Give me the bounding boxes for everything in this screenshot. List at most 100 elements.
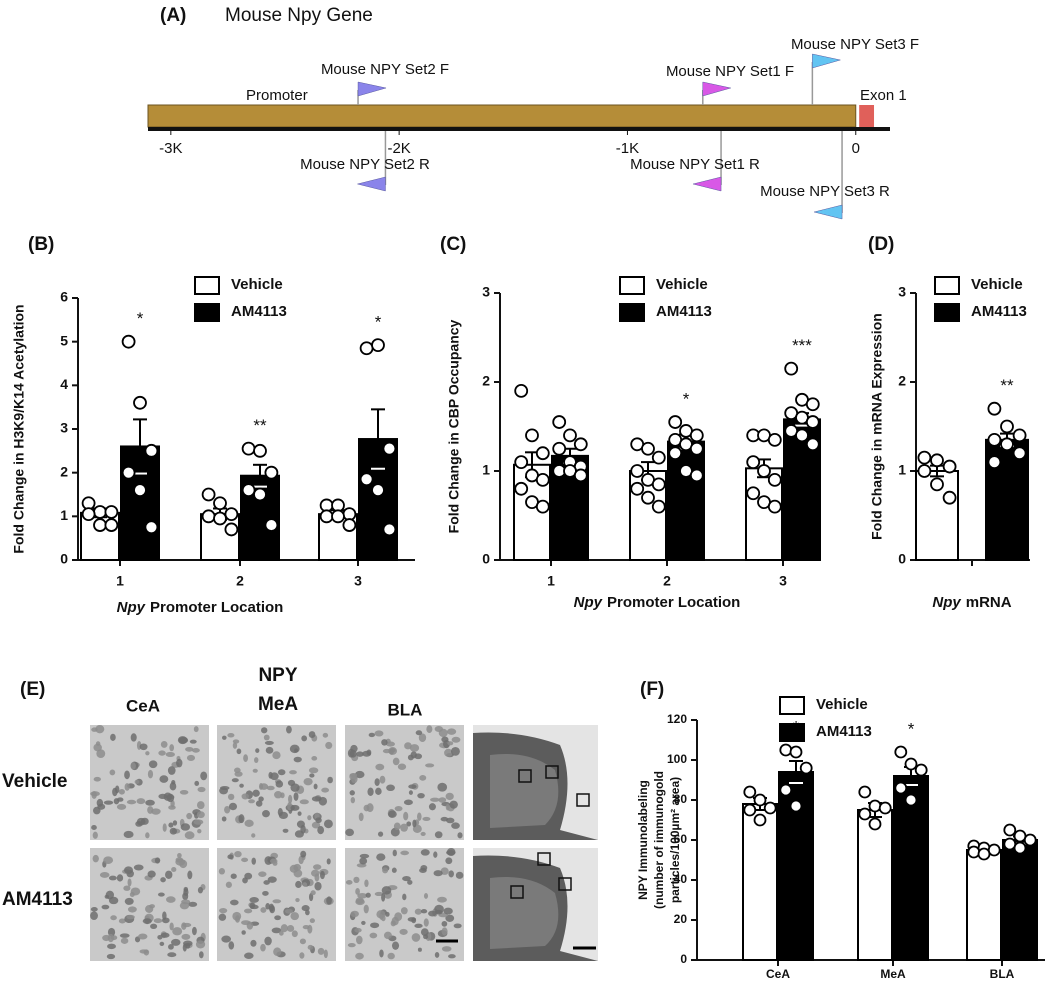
cell bbox=[262, 890, 269, 896]
cell bbox=[433, 870, 443, 877]
cell bbox=[299, 938, 306, 945]
cell bbox=[235, 915, 241, 923]
cell bbox=[406, 821, 412, 827]
stain-label: NPY bbox=[258, 665, 297, 686]
cell bbox=[169, 744, 175, 752]
cell bbox=[350, 910, 359, 918]
data-point bbox=[1023, 833, 1037, 847]
data-point bbox=[104, 505, 119, 519]
cell bbox=[218, 913, 227, 921]
cell bbox=[103, 856, 114, 864]
x-axis-title-part: Promoter Location bbox=[607, 594, 740, 611]
y-axis-title: particles/100µm² area) bbox=[668, 777, 682, 903]
cell bbox=[366, 803, 374, 813]
cell bbox=[307, 924, 313, 934]
cell bbox=[136, 798, 146, 805]
cell bbox=[423, 892, 429, 899]
data-point bbox=[563, 428, 577, 443]
cell bbox=[407, 879, 413, 885]
cell bbox=[165, 870, 173, 879]
cell bbox=[308, 892, 314, 902]
cell bbox=[244, 952, 254, 959]
cell bbox=[280, 924, 288, 933]
cell bbox=[160, 740, 168, 748]
y-tick-label: 3 bbox=[482, 284, 490, 300]
data-point bbox=[942, 459, 957, 474]
legend-swatch bbox=[194, 276, 220, 295]
cell bbox=[450, 747, 460, 756]
cell bbox=[414, 908, 422, 915]
data-point bbox=[779, 783, 793, 797]
cell bbox=[422, 816, 431, 821]
cell bbox=[417, 947, 422, 952]
data-point bbox=[319, 509, 334, 524]
cell bbox=[350, 796, 356, 804]
cell bbox=[119, 933, 130, 938]
cell bbox=[153, 918, 163, 924]
cell bbox=[411, 933, 421, 942]
cell bbox=[301, 735, 308, 742]
cell bbox=[109, 769, 116, 776]
y-tick-label: 20 bbox=[674, 912, 688, 926]
cell bbox=[124, 770, 130, 780]
y-tick-label: 0 bbox=[680, 952, 687, 966]
cell bbox=[419, 775, 427, 781]
cell bbox=[363, 904, 369, 914]
panel-label: (C) bbox=[440, 234, 466, 255]
data-point bbox=[805, 397, 820, 412]
data-point bbox=[224, 507, 239, 522]
cell bbox=[374, 891, 384, 897]
data-point bbox=[894, 781, 908, 795]
data-point bbox=[784, 361, 799, 376]
data-point bbox=[144, 520, 159, 535]
data-point bbox=[371, 483, 385, 498]
cell bbox=[299, 952, 305, 959]
data-point bbox=[767, 499, 782, 514]
cell bbox=[290, 912, 299, 921]
primer-label: Mouse NPY Set1 R bbox=[630, 156, 760, 173]
cell bbox=[251, 833, 256, 838]
cell bbox=[315, 817, 322, 824]
cell bbox=[179, 901, 190, 910]
x-axis-title-part: Promoter Location bbox=[150, 599, 283, 616]
cell bbox=[154, 857, 161, 864]
cell bbox=[181, 933, 191, 940]
data-point bbox=[213, 496, 227, 511]
cell bbox=[355, 897, 364, 904]
cell bbox=[290, 804, 300, 811]
cell bbox=[293, 792, 299, 801]
cell bbox=[423, 918, 429, 927]
cell bbox=[445, 803, 450, 811]
y-axis-title: Fold Change in H3K9/K14 Acetylation bbox=[11, 304, 27, 553]
cell bbox=[110, 915, 117, 921]
cell bbox=[185, 943, 191, 949]
bar bbox=[1002, 839, 1038, 961]
y-axis-title: (number of immunogold bbox=[652, 771, 666, 909]
cell bbox=[130, 887, 141, 896]
cell bbox=[106, 953, 116, 960]
x-axis-title: Npy mRNA bbox=[932, 594, 1011, 611]
region-box bbox=[545, 765, 559, 779]
cell bbox=[168, 805, 176, 810]
cell bbox=[408, 784, 417, 789]
gene-title: Mouse Npy Gene bbox=[225, 5, 373, 26]
y-tick-label: 1 bbox=[60, 507, 68, 523]
cell bbox=[194, 780, 200, 786]
significance: *** bbox=[792, 336, 812, 355]
y-tick-label: 2 bbox=[898, 373, 906, 389]
cell bbox=[221, 816, 227, 822]
x-tick-label: CeA bbox=[766, 967, 790, 981]
data-point bbox=[858, 785, 872, 799]
data-point bbox=[651, 499, 666, 514]
cell bbox=[159, 941, 165, 946]
cell bbox=[188, 901, 198, 907]
data-point bbox=[987, 401, 1002, 416]
cell bbox=[391, 867, 397, 873]
primer-label: Mouse NPY Set1 F bbox=[666, 63, 794, 80]
cell bbox=[354, 770, 365, 779]
cell bbox=[447, 741, 454, 746]
data-point bbox=[779, 743, 793, 757]
y-tick-label: 0 bbox=[482, 551, 490, 567]
cell bbox=[130, 762, 136, 770]
cell bbox=[381, 893, 386, 902]
